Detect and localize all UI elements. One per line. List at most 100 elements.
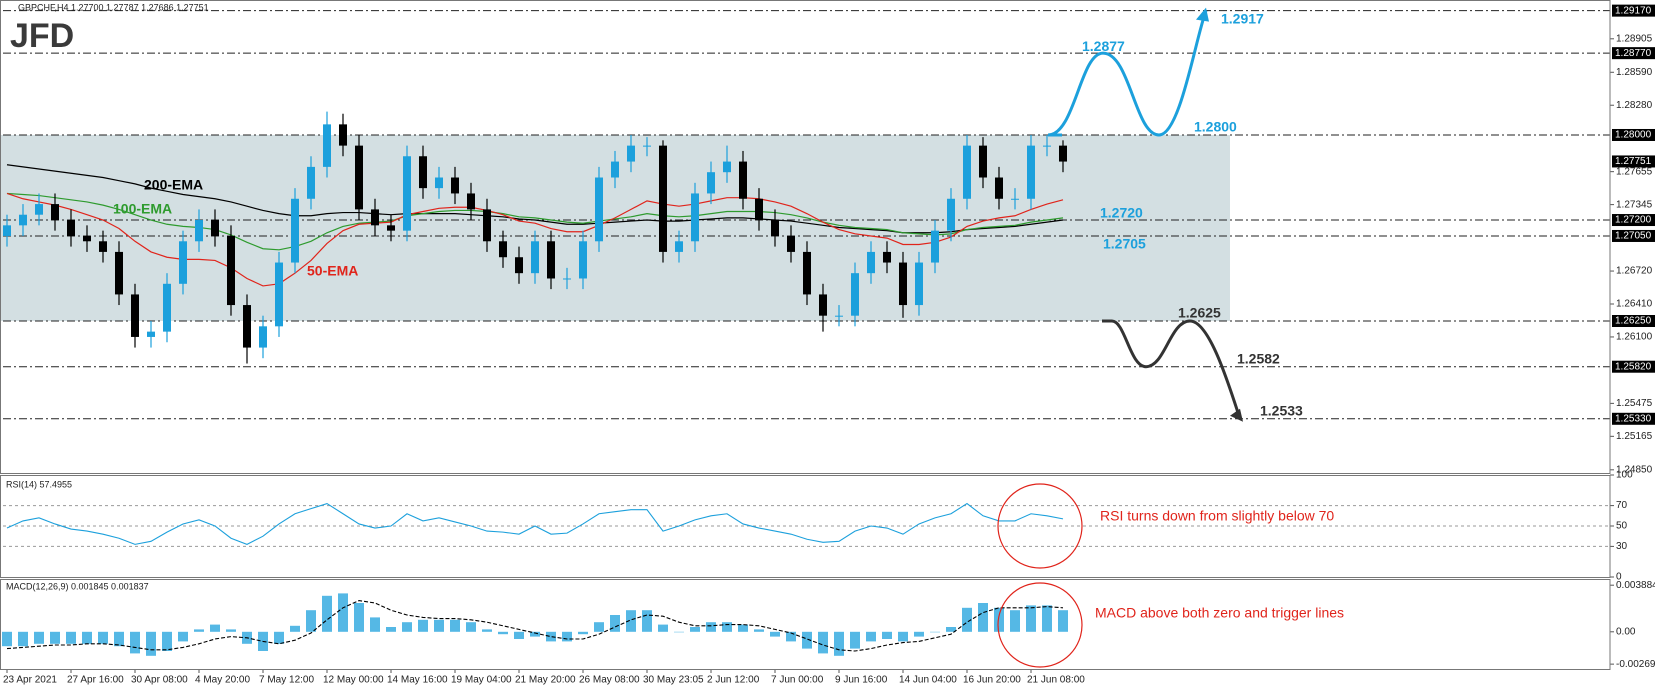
y-tick-label: 0.003884	[1616, 580, 1655, 591]
candle-body	[755, 198, 763, 221]
ema-line	[6, 164, 1064, 234]
histogram-bar	[386, 627, 396, 632]
x-tick-label: 7 Jun 00:00	[771, 675, 824, 686]
histogram-bar	[1010, 610, 1020, 632]
candle-body	[419, 156, 427, 189]
histogram-bar	[514, 631, 524, 639]
candle-body	[611, 161, 619, 178]
candle-body	[515, 257, 523, 274]
level-box	[1612, 315, 1655, 328]
candle-body	[163, 283, 171, 332]
candle-body	[339, 124, 347, 146]
candle-body	[227, 235, 235, 306]
y-tick-label: 1.26410	[1616, 299, 1653, 310]
histogram-bar	[210, 624, 220, 632]
candle-body	[675, 241, 683, 252]
logo: JFD	[10, 17, 74, 55]
candle-body	[355, 145, 363, 210]
candle-body	[531, 241, 539, 274]
candle-body	[979, 145, 987, 178]
ema-line	[6, 192, 1064, 251]
histogram-bar	[802, 631, 812, 649]
histogram-bar	[786, 631, 796, 642]
y-tick-label: 50	[1616, 521, 1628, 532]
level-label: 1.25330	[1615, 413, 1652, 424]
histogram-bar	[130, 631, 140, 654]
ema-label: 100-EMA	[113, 201, 172, 217]
histogram-bar	[738, 624, 748, 632]
level-box	[1612, 412, 1655, 425]
level-label: 1.28770	[1615, 48, 1652, 59]
candle-body	[1027, 145, 1035, 199]
candle-body	[19, 214, 27, 226]
x-tick-label: 26 May 08:00	[579, 675, 640, 686]
candle-body	[1011, 198, 1019, 200]
histogram-bar	[18, 631, 28, 647]
histogram-bar	[450, 619, 460, 632]
histogram-bar	[914, 631, 924, 637]
candle-body	[723, 161, 731, 173]
histogram-bar	[274, 631, 284, 644]
annotation: 1.2800	[1194, 119, 1237, 135]
annotation: 1.2877	[1082, 38, 1125, 54]
y-tick-label: 1.26720	[1616, 266, 1653, 277]
candle-body	[243, 305, 251, 348]
ema-label: 50-EMA	[307, 263, 358, 279]
histogram-bar	[82, 631, 92, 644]
x-tick-label: 19 May 04:00	[451, 675, 512, 686]
candle-body	[963, 145, 971, 199]
candle-body	[35, 204, 43, 215]
histogram-bar	[690, 627, 700, 632]
scenario-down	[1102, 319, 1242, 420]
highlight-circle	[997, 483, 1083, 569]
histogram-bar	[594, 622, 604, 632]
histogram-bar	[882, 631, 892, 639]
histogram-bar	[994, 607, 1004, 632]
candle-body	[851, 273, 859, 316]
candle-body	[835, 315, 843, 317]
candle-body	[307, 166, 315, 199]
histogram-bar	[162, 631, 172, 651]
histogram-bar	[674, 631, 684, 633]
signal-line	[6, 600, 1064, 652]
level-box	[1612, 360, 1655, 373]
candle-body	[275, 262, 283, 327]
candle-body	[627, 145, 635, 162]
x-tick-label: 12 May 00:00	[323, 675, 384, 686]
candle-body	[643, 145, 651, 147]
candle-body	[83, 235, 91, 242]
histogram-bar	[290, 625, 300, 632]
macd-title: MACD(12,26,9) 0.001845 0.001837	[6, 581, 149, 591]
annotation: 1.2917	[1221, 10, 1264, 26]
level-label: 1.28000	[1615, 130, 1652, 141]
candle-body	[691, 193, 699, 242]
x-tick-label: 30 May 23:05	[643, 675, 704, 686]
candle-body	[563, 278, 571, 280]
candle-body	[1059, 145, 1067, 162]
rsi-line	[6, 502, 1064, 545]
candle-body	[883, 251, 891, 263]
candle-body	[1043, 145, 1051, 147]
candle-body	[915, 262, 923, 306]
x-tick-label: 4 May 20:00	[195, 675, 250, 686]
x-tick-label: 9 Jun 16:00	[835, 675, 888, 686]
panel-frame	[0, 475, 1611, 578]
histogram-bar	[114, 631, 124, 647]
histogram-bar	[370, 617, 380, 632]
histogram-bar	[466, 622, 476, 632]
x-tick-label: 30 Apr 08:00	[131, 675, 188, 686]
candle-body	[371, 209, 379, 226]
candle-body	[99, 241, 107, 252]
chart-title: GBPCHF,H4 1.27700 1.27787 1.27686 1.2775…	[18, 2, 209, 12]
histogram-bar	[146, 631, 156, 656]
candle-body	[403, 156, 411, 231]
x-tick-label: 27 Apr 16:00	[67, 675, 124, 686]
candle-body	[931, 230, 939, 263]
y-tick-label: 70	[1616, 500, 1628, 511]
annotation: 1.2720	[1100, 205, 1143, 221]
candle-body	[867, 251, 875, 274]
histogram-bar	[50, 631, 60, 644]
level-box	[1612, 229, 1655, 242]
